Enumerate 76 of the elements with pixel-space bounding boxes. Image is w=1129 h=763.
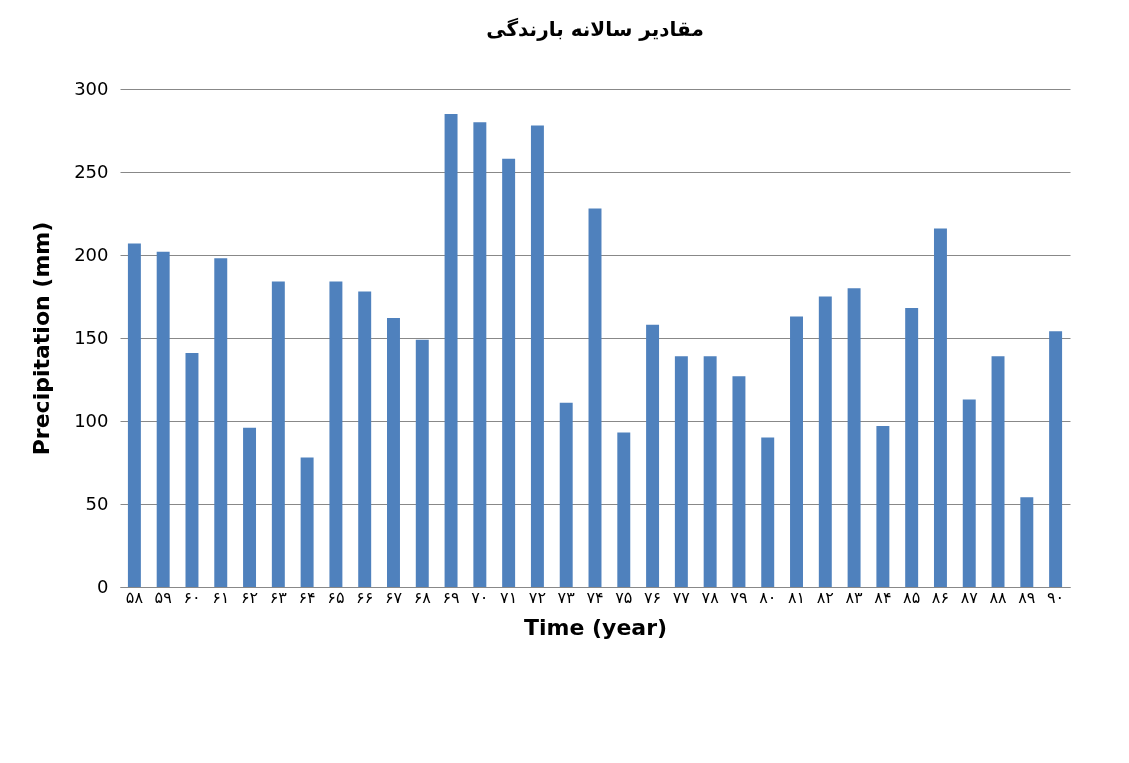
x-tick-label: ۸۷ — [960, 587, 979, 607]
x-tick-label: ۷۸ — [701, 587, 720, 607]
bar — [962, 399, 976, 587]
x-tick-label: ۸۳ — [845, 587, 864, 607]
x-tick-label: ۸۹ — [1018, 587, 1036, 607]
bar — [933, 228, 947, 587]
bar — [243, 427, 257, 587]
x-tick-label: ۶۹ — [442, 587, 460, 607]
bar — [818, 296, 832, 587]
bar — [905, 308, 919, 587]
x-tick-label: ۷۳ — [557, 587, 576, 607]
bar — [991, 356, 1005, 587]
x-tick-label: ۶۸ — [413, 587, 432, 607]
x-tick-label: ۶۳ — [269, 587, 288, 607]
x-tick-label: ۷۴ — [586, 587, 604, 607]
bar — [387, 318, 400, 587]
bar — [703, 356, 717, 587]
bar — [358, 291, 372, 587]
x-tick-label: ۶۴ — [298, 587, 316, 607]
y-tick-label: 300 — [74, 77, 109, 99]
x-tick-label: ۶۶ — [356, 587, 374, 607]
x-tick-label: ۶۱ — [212, 587, 230, 607]
y-tick-label: 250 — [74, 160, 109, 182]
x-tick-label: ۷۵ — [615, 587, 633, 607]
x-tick-label: ۷۹ — [730, 587, 748, 607]
y-axis-title: Precipitation (mm) — [29, 221, 55, 456]
x-tick-label: ۶۵ — [327, 587, 345, 607]
bar — [214, 258, 228, 587]
x-tick-label: ۸۸ — [989, 587, 1008, 607]
x-tick-label: ۵۹ — [154, 587, 172, 607]
y-tick-label: 0 — [97, 575, 109, 597]
bar — [271, 281, 285, 587]
x-tick-label: ۷۲ — [528, 587, 547, 607]
bar — [185, 352, 199, 587]
bar — [790, 316, 803, 587]
bar — [761, 437, 775, 587]
x-tick-label: ۸۰ — [759, 587, 777, 607]
y-tick-label: 200 — [74, 243, 109, 265]
x-tick-label: ۸۲ — [816, 587, 834, 607]
x-tick-label: ۸۱ — [787, 587, 806, 607]
bar — [127, 243, 141, 587]
bar — [1020, 497, 1034, 587]
x-tick-label: ۹۰ — [1047, 587, 1065, 607]
x-axis-title: Time (year) — [523, 614, 668, 640]
bar — [473, 122, 487, 587]
x-tick-label: ۸۵ — [903, 587, 921, 607]
y-tick-label: 100 — [74, 409, 109, 431]
bar — [329, 281, 343, 587]
chart-title: مقادیر سالانه بارندگی — [486, 17, 704, 41]
x-tick-label: ۷۰ — [471, 587, 489, 607]
bar — [876, 425, 890, 587]
bar — [156, 251, 170, 587]
x-tick-label: ۶۷ — [384, 587, 403, 607]
y-tick-label: 50 — [85, 492, 109, 514]
bar — [588, 208, 602, 587]
x-tick-label: ۷۶ — [643, 587, 662, 607]
bar — [559, 402, 573, 587]
bar — [646, 324, 660, 587]
x-tick-label: ۶۰ — [183, 587, 201, 607]
bar — [300, 457, 314, 587]
x-tick-label: ۸۶ — [931, 587, 950, 607]
bar — [502, 158, 516, 587]
bar — [415, 339, 429, 587]
bar — [617, 432, 631, 587]
bar — [674, 356, 688, 587]
x-tick-label: ۷۷ — [672, 587, 691, 607]
x-tick-label: ۸۴ — [874, 587, 892, 607]
bar — [732, 376, 746, 587]
y-tick-label: 150 — [74, 326, 109, 348]
bar — [847, 288, 861, 587]
x-tick-label: ۵۸ — [125, 587, 144, 607]
x-tick-label: ۶۲ — [240, 587, 259, 607]
bar — [530, 125, 544, 587]
x-tick-label: ۷۱ — [500, 587, 518, 607]
bar — [444, 113, 458, 587]
bar — [1049, 331, 1063, 587]
